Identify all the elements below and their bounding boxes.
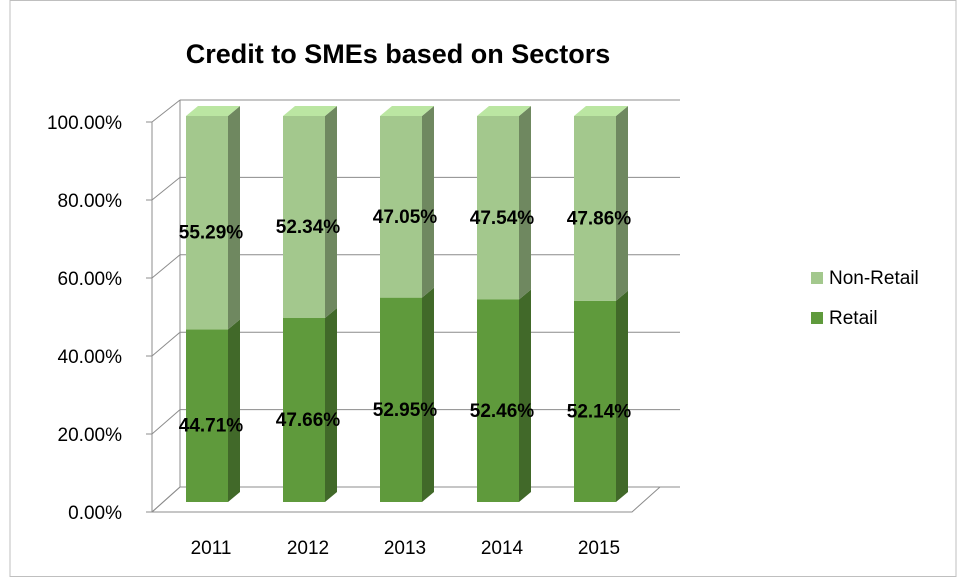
bar-side xyxy=(616,290,628,502)
side-grid-line xyxy=(151,486,181,513)
bar-top xyxy=(574,106,628,116)
y-tick-label: 60.00% xyxy=(58,269,123,290)
bar-top xyxy=(380,106,434,116)
legend-swatch xyxy=(811,272,823,284)
side-grid-line xyxy=(151,99,181,123)
x-tick-label: 2012 xyxy=(287,538,329,559)
bar-segment xyxy=(283,308,337,502)
data-label: 47.05% xyxy=(373,207,438,228)
y-tick-label: 20.00% xyxy=(58,425,123,446)
x-tick-label: 2011 xyxy=(191,538,232,559)
x-tick-label: 2013 xyxy=(384,538,426,559)
bar-top xyxy=(283,106,337,116)
bar-side xyxy=(519,106,531,300)
bar-segment xyxy=(477,289,531,502)
bar-front xyxy=(283,116,325,319)
y-tick-label: 80.00% xyxy=(58,191,123,212)
data-label: 52.34% xyxy=(276,217,341,238)
data-label: 52.46% xyxy=(470,401,535,422)
bar-side xyxy=(325,308,337,502)
bar-front xyxy=(574,300,616,502)
bar-front xyxy=(574,116,616,301)
side-grid-line xyxy=(151,331,181,357)
bar-front xyxy=(477,299,519,502)
bar-segment xyxy=(477,106,531,300)
bar-segment xyxy=(380,287,434,502)
bar-top xyxy=(186,106,240,116)
legend-swatch xyxy=(811,312,823,324)
data-label: 47.66% xyxy=(276,410,341,431)
bar-side xyxy=(422,287,434,502)
bar-side xyxy=(325,106,337,319)
bar-side xyxy=(616,106,628,301)
data-label: 52.14% xyxy=(567,401,632,422)
legend-label: Retail xyxy=(829,308,878,329)
bar-front xyxy=(380,297,422,502)
data-label: 55.29% xyxy=(179,223,244,244)
data-label: 47.86% xyxy=(567,208,632,229)
bar-front xyxy=(186,329,228,502)
bar-front xyxy=(380,116,422,298)
side-grid-line xyxy=(151,409,181,435)
x-tick-label: 2014 xyxy=(481,538,524,559)
bar-side xyxy=(519,289,531,502)
bar-front xyxy=(186,116,228,330)
side-grid-line xyxy=(151,177,181,201)
bar-segment xyxy=(186,319,240,502)
bar-front xyxy=(283,318,325,502)
y-tick-label: 100.00% xyxy=(47,113,122,134)
data-label: 47.54% xyxy=(470,208,535,229)
bar-segment xyxy=(186,106,240,330)
bar-segment xyxy=(574,290,628,502)
y-tick-label: 0.00% xyxy=(68,503,122,524)
bar-side xyxy=(422,106,434,298)
legend-label: Non-Retail xyxy=(829,268,919,289)
bar-segment xyxy=(574,106,628,301)
bar-side xyxy=(228,106,240,330)
data-label: 52.95% xyxy=(373,400,438,421)
bar-segment xyxy=(380,106,434,298)
side-grid-line xyxy=(151,254,181,279)
bar-side xyxy=(228,319,240,502)
y-tick-label: 40.00% xyxy=(58,347,123,368)
chart-title: Credit to SMEs based on Sectors xyxy=(186,39,611,69)
bar-segment xyxy=(283,106,337,319)
x-tick-label: 2015 xyxy=(578,538,620,559)
bar-top xyxy=(477,106,531,116)
data-label: 44.71% xyxy=(179,416,244,437)
bar-front xyxy=(477,116,519,300)
